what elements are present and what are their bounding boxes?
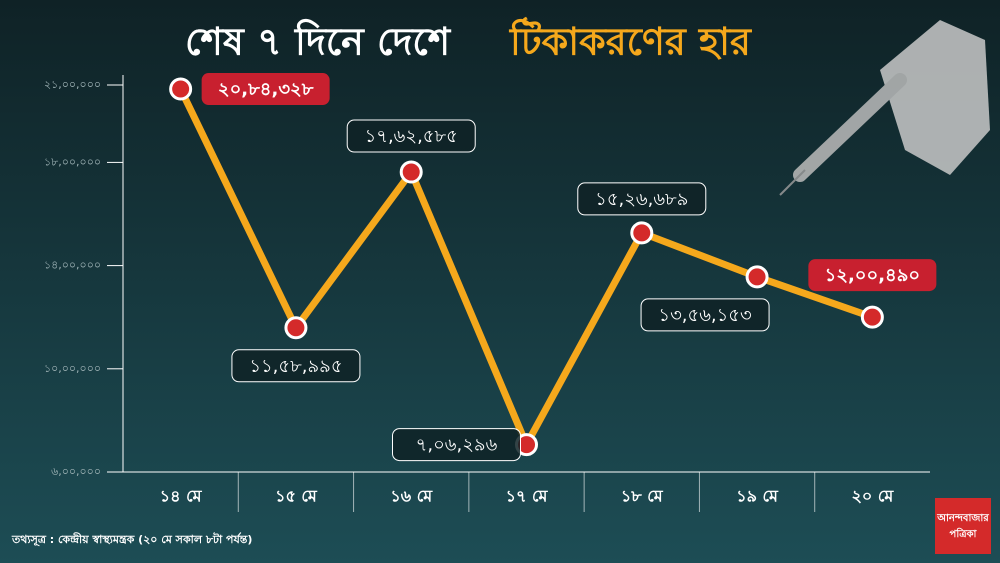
value-label-box (201, 73, 330, 106)
value-label: ১২,০০,৪৯০ (825, 265, 921, 286)
marker (399, 160, 423, 184)
x-tick-label: ১৮ মে (621, 487, 664, 506)
value-label-box (808, 259, 937, 292)
x-tick-label: ১৫ মে (275, 487, 318, 506)
logo-text: পত্রিকা (950, 527, 978, 540)
x-tick-label: ১৭ মে (506, 487, 549, 506)
y-tick-label: ১০,০০,০০০ (44, 362, 101, 375)
source-note: তথ্যসূত্র : কেন্দ্রীয় স্বাস্থ্যমন্ত্রক … (11, 532, 252, 547)
value-label-box (392, 428, 521, 462)
chart-title-highlight: টিকাকরণের হার (508, 17, 752, 64)
y-tick-label: ২১,০০,০০০ (44, 78, 101, 91)
logo (935, 498, 991, 554)
x-tick-label: ১৬ মে (390, 487, 433, 506)
marker (745, 265, 769, 289)
value-label: ১১,৫৮,৯৯৫ (249, 356, 342, 377)
y-tick-label: ৬,০০,০০০ (51, 465, 101, 478)
x-tick-label: ১৪ মে (160, 487, 203, 506)
value-label: ১৫,২৬,৬৮৯ (595, 189, 688, 210)
value-label-box (346, 119, 476, 153)
value-label-box (231, 349, 361, 383)
x-tick-label: ২০ মে (851, 487, 894, 506)
value-label: ৭,০৬,২৯৬ (416, 435, 498, 456)
value-label-box (640, 298, 770, 332)
value-label: ২০,৮৪,৩২৮ (218, 79, 314, 100)
y-tick-label: ১৪,০০,০০০ (44, 259, 101, 272)
marker (860, 305, 884, 329)
value-label-box (577, 182, 707, 216)
marker (169, 77, 193, 101)
marker (630, 221, 654, 245)
value-label: ১৩,৫৬,১৫৩ (658, 305, 751, 326)
value-label: ১৭,৬২,৫৮৫ (365, 126, 458, 147)
marker (284, 316, 308, 340)
logo-text: আনন্দবাজার (936, 513, 989, 524)
x-tick-label: ১৯ মে (736, 487, 779, 506)
syringe-illustration (779, 20, 990, 196)
y-tick-label: ১৮,০০,০০০ (44, 155, 101, 168)
chart-title: শেষ ৭ দিনে দেশে (185, 19, 452, 64)
